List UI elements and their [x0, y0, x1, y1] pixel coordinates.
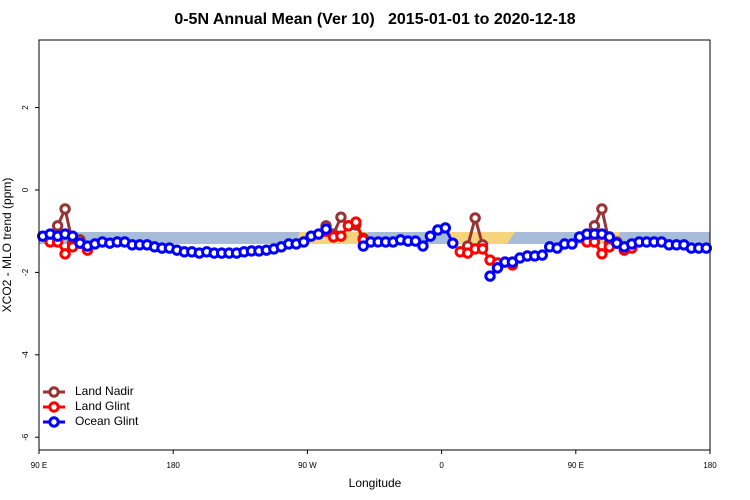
- legend-marker: [48, 416, 60, 428]
- legend-label: Ocean Glint: [75, 414, 139, 428]
- data-point: [447, 237, 459, 249]
- data-point: [335, 230, 347, 242]
- plot-frame: [38, 39, 711, 451]
- data-point: [603, 231, 616, 243]
- x-axis-label: Longitude: [349, 476, 402, 490]
- data-point: [469, 212, 481, 224]
- y-tick-label: -4: [21, 351, 30, 359]
- data-point: [417, 240, 429, 252]
- y-tick-label: 2: [21, 105, 30, 110]
- y-tick-label: -2: [21, 268, 30, 276]
- data-point: [566, 238, 578, 250]
- legend-label: Land Nadir: [75, 384, 134, 398]
- series: [37, 222, 712, 282]
- data-point: [439, 222, 452, 234]
- x-tick-label: 180: [703, 461, 717, 470]
- data-point: [335, 211, 347, 223]
- data-point: [409, 235, 422, 247]
- data-point: [51, 220, 64, 232]
- data-point: [536, 249, 548, 261]
- data-point: [424, 230, 437, 242]
- legend-item: Land Glint: [43, 399, 130, 413]
- data-point: [491, 262, 504, 274]
- y-axis-label: XCO2 - MLO trend (ppm): [0, 178, 14, 313]
- x-tick-label: 90 W: [298, 461, 317, 470]
- chart-title: 0-5N Annual Mean (Ver 10) 2015-01-01 to …: [174, 11, 575, 28]
- x-tick-label: 90 E: [568, 461, 584, 470]
- data-point: [484, 270, 496, 282]
- data-point: [59, 248, 71, 260]
- legend-label: Land Glint: [75, 399, 130, 413]
- data-point: [596, 203, 608, 215]
- data-point: [59, 203, 71, 215]
- legend-marker: [48, 386, 60, 398]
- legend-item: Ocean Glint: [43, 414, 139, 428]
- x-tick-label: 180: [167, 461, 181, 470]
- data-point: [297, 236, 310, 248]
- legend-marker: [48, 401, 60, 413]
- data-point: [476, 243, 489, 255]
- y-tick-label: 0: [21, 187, 30, 192]
- legend-item: Land Nadir: [43, 384, 134, 398]
- y-tick-label: -6: [21, 433, 30, 441]
- data-point: [66, 230, 79, 242]
- data-point: [312, 228, 325, 240]
- data-point: [350, 216, 362, 228]
- data-point: [320, 223, 332, 235]
- x-tick-label: 90 E: [31, 461, 47, 470]
- data-point: [700, 242, 712, 254]
- x-tick-label: 0: [439, 461, 444, 470]
- data-point: [596, 248, 608, 260]
